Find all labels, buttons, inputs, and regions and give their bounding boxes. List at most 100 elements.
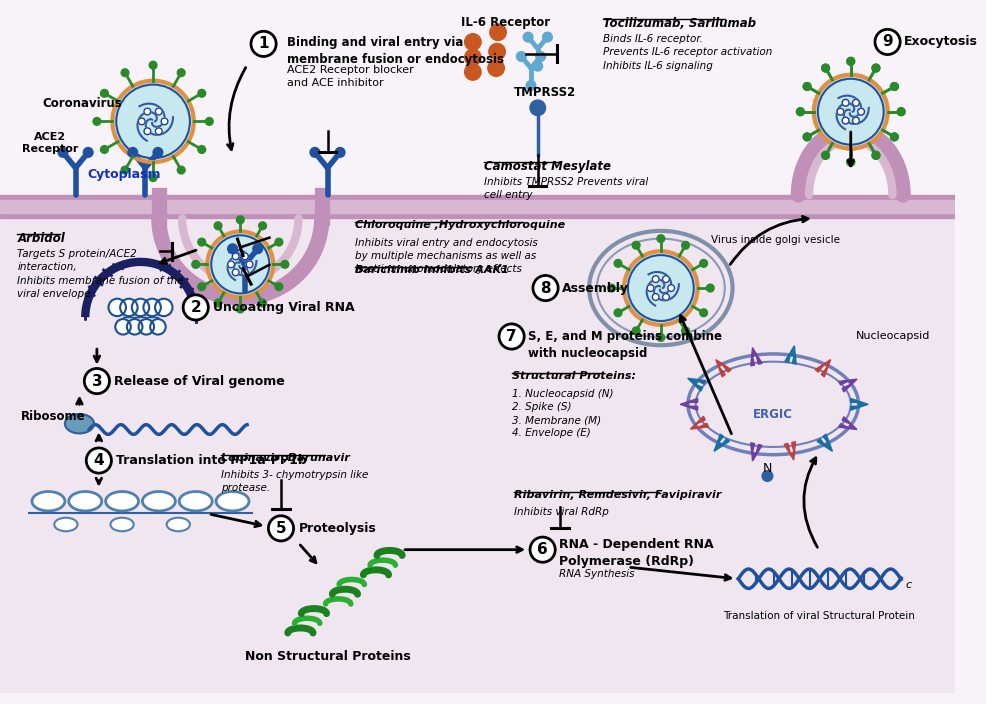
Circle shape: [84, 368, 109, 394]
Circle shape: [804, 133, 811, 141]
Circle shape: [872, 64, 880, 72]
Circle shape: [837, 108, 844, 115]
Text: 1: 1: [258, 37, 269, 51]
Text: Cytoplasm: Cytoplasm: [88, 168, 161, 181]
Circle shape: [228, 244, 238, 253]
Circle shape: [237, 216, 245, 224]
Circle shape: [242, 253, 248, 260]
Circle shape: [847, 58, 855, 65]
Circle shape: [233, 269, 239, 276]
FancyArrow shape: [750, 348, 762, 366]
Text: 2: 2: [190, 300, 201, 315]
Circle shape: [464, 49, 481, 65]
Circle shape: [177, 69, 185, 77]
Bar: [0, 195, 955, 218]
Circle shape: [121, 69, 129, 77]
Ellipse shape: [142, 491, 176, 511]
Text: Release of Viral genome: Release of Viral genome: [114, 375, 285, 388]
Circle shape: [242, 269, 248, 276]
Text: Proteolysis: Proteolysis: [299, 522, 377, 535]
FancyArrow shape: [680, 398, 698, 410]
Circle shape: [657, 234, 665, 242]
Ellipse shape: [32, 491, 65, 511]
Circle shape: [214, 299, 222, 307]
Circle shape: [632, 241, 640, 249]
Circle shape: [890, 133, 898, 141]
Circle shape: [897, 108, 905, 115]
Circle shape: [101, 146, 108, 153]
Circle shape: [183, 295, 208, 320]
Circle shape: [875, 30, 900, 54]
Text: TMPRSS2: TMPRSS2: [514, 86, 576, 99]
Circle shape: [115, 319, 131, 334]
FancyArrow shape: [784, 442, 796, 460]
Circle shape: [144, 108, 151, 115]
Text: ACE2
Receptor: ACE2 Receptor: [23, 132, 79, 153]
Circle shape: [872, 151, 880, 159]
Text: Tocilizumab, Sarilumab: Tocilizumab, Sarilumab: [602, 17, 755, 30]
Circle shape: [86, 448, 111, 473]
Circle shape: [837, 108, 844, 115]
Circle shape: [132, 298, 149, 316]
Circle shape: [853, 99, 859, 106]
Text: c: c: [906, 579, 912, 589]
Circle shape: [897, 108, 905, 115]
Text: Binding and viral entry via
membrane fusion or endocytosis: Binding and viral entry via membrane fus…: [287, 36, 504, 66]
Text: Non Structural Proteins: Non Structural Proteins: [245, 650, 410, 662]
FancyArrow shape: [714, 434, 730, 451]
Circle shape: [804, 82, 811, 90]
Circle shape: [847, 158, 855, 166]
Circle shape: [813, 75, 887, 149]
Circle shape: [93, 118, 101, 125]
Circle shape: [530, 100, 545, 115]
Circle shape: [246, 261, 253, 268]
Circle shape: [108, 298, 126, 316]
Text: Targets S protein/ACE2
interaction,
Inhibits membrane fusion of the
viral envelo: Targets S protein/ACE2 interaction, Inhi…: [18, 249, 184, 299]
Circle shape: [156, 128, 162, 134]
Circle shape: [842, 118, 849, 124]
Circle shape: [858, 108, 865, 115]
Circle shape: [121, 166, 129, 174]
Ellipse shape: [167, 517, 190, 532]
Circle shape: [464, 34, 481, 50]
FancyArrow shape: [750, 443, 762, 461]
Circle shape: [821, 151, 829, 159]
Text: Assembly: Assembly: [562, 282, 629, 294]
Circle shape: [842, 99, 849, 106]
Ellipse shape: [54, 517, 78, 532]
Circle shape: [681, 327, 689, 334]
Circle shape: [532, 61, 542, 71]
Circle shape: [527, 81, 535, 90]
Circle shape: [804, 133, 811, 141]
Text: S, E, and M proteins combine
with nucleocapsid: S, E, and M proteins combine with nucleo…: [528, 329, 722, 360]
Circle shape: [797, 108, 805, 115]
Text: Baricitinib Inhibits AAK1: Baricitinib Inhibits AAK1: [355, 265, 509, 275]
Circle shape: [681, 241, 689, 249]
Circle shape: [524, 32, 532, 42]
Circle shape: [653, 294, 659, 301]
Circle shape: [853, 118, 859, 124]
Text: ERGIC: ERGIC: [753, 408, 793, 420]
Circle shape: [198, 146, 206, 153]
Bar: [0, 218, 955, 693]
Bar: [0, 200, 955, 213]
Text: N: N: [763, 462, 772, 474]
Circle shape: [127, 319, 142, 334]
Circle shape: [890, 133, 898, 141]
FancyArrow shape: [687, 378, 706, 391]
Circle shape: [228, 261, 235, 268]
Text: Ribosome: Ribosome: [22, 410, 86, 423]
Circle shape: [149, 174, 157, 182]
Circle shape: [530, 537, 555, 562]
Circle shape: [872, 64, 880, 72]
Circle shape: [657, 334, 665, 341]
Circle shape: [233, 253, 239, 260]
Circle shape: [335, 148, 345, 157]
Circle shape: [853, 118, 859, 124]
Circle shape: [700, 309, 708, 317]
Circle shape: [198, 283, 205, 291]
Circle shape: [614, 309, 622, 317]
Circle shape: [821, 64, 829, 72]
Circle shape: [268, 516, 294, 541]
Text: Ribavirin, Remdesivir, Favipiravir: Ribavirin, Remdesivir, Favipiravir: [514, 489, 721, 500]
